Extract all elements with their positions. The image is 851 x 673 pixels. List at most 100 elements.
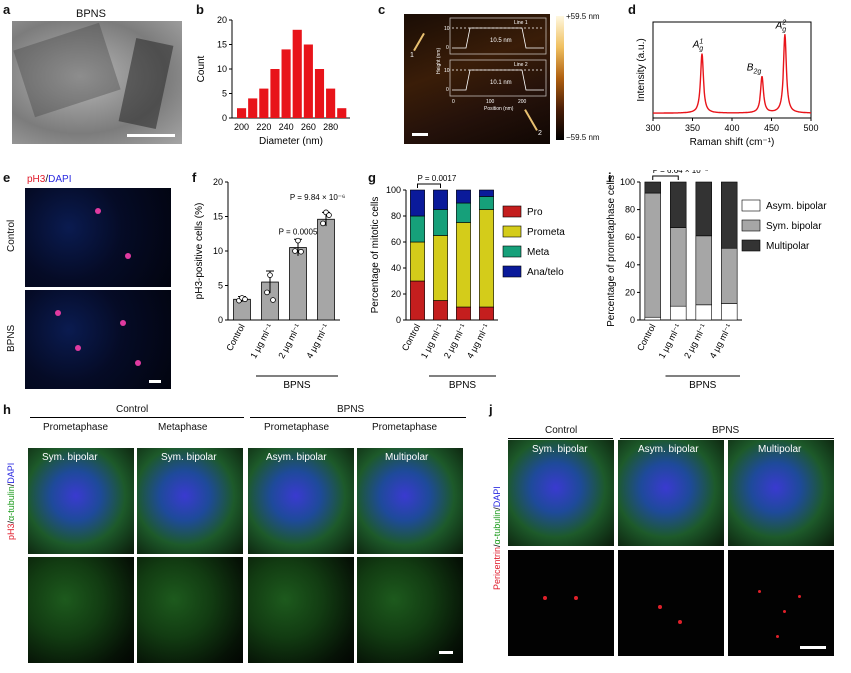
j-image-3: Multipolar [728, 440, 834, 546]
bar [233, 298, 251, 321]
stacked-segment [456, 306, 471, 321]
x-tick-label: 4 μg ml⁻¹ [708, 322, 734, 360]
ph3-positive-chart: 0 5 10 15 20 Control 1 μg ml⁻¹ 2 μg ml⁻¹ 4 μg ml… [194, 177, 345, 391]
raman-spectrum: 300 350 400 450 500 A1 g B2g A2 g Raman shift (cm⁻… [636, 19, 819, 148]
tick-x-100: 100 [486, 99, 495, 105]
bar [248, 98, 258, 118]
panel-label-b: b [196, 2, 204, 17]
h-group-bpns: BPNS [337, 404, 365, 415]
stacked-segment [721, 247, 738, 304]
bar [337, 108, 347, 118]
bar [289, 247, 307, 321]
x-tick-label: 300 [645, 123, 660, 133]
x-tick-label: 220 [256, 122, 271, 132]
x-tick-label: 450 [764, 123, 779, 133]
y-axis-label: Percentage of mitotic cells [370, 197, 381, 314]
scale-bar [412, 133, 428, 136]
x-tick-label: 400 [724, 123, 739, 133]
y-tick-label: 5 [222, 89, 227, 99]
legend-label: Meta [527, 247, 550, 258]
marker-2: 2 [538, 130, 542, 137]
x-tick-label: 240 [279, 122, 294, 132]
stacked-segment [695, 181, 712, 237]
y-axis-label: Percentage of prometaphase cells [606, 175, 617, 327]
panel-e-stain: pH3/DAPI [27, 174, 72, 185]
y-tick-label: 20 [391, 289, 401, 299]
h-image-1: Sym. bipolar [28, 448, 134, 554]
panel-label-d: d [628, 2, 636, 17]
y-tick-label: 80 [391, 211, 401, 221]
data-point [242, 296, 248, 303]
h-image-5 [28, 557, 134, 663]
y-tick-label: 20 [217, 15, 227, 25]
panel-label-h: h [3, 402, 11, 417]
scale-bar [439, 651, 453, 654]
legend-swatch [741, 199, 761, 212]
stacked-segment [479, 209, 494, 308]
legend-label: Multipolar [766, 241, 810, 252]
j-group-control: Control [545, 425, 578, 436]
row-label-bpns: BPNS [6, 324, 17, 352]
stacked-segment [410, 189, 425, 217]
legend-swatch [502, 205, 522, 218]
scale-bar [800, 646, 826, 649]
legend-label: Ana/telo [527, 267, 564, 278]
bpns-pH3-image [25, 290, 171, 389]
y-tick-label: 5 [218, 281, 223, 291]
tick-y2-top: 10 [444, 68, 450, 74]
x-tick-label: 200 [234, 122, 249, 132]
j-group-bpns: BPNS [712, 425, 740, 436]
stacked-segment [456, 202, 471, 223]
j-image-2: Asym. bipolar [618, 440, 724, 546]
h-image-4: Multipolar [357, 448, 463, 554]
x-tick-label: 4 μg ml⁻¹ [304, 322, 330, 360]
spectrum-line [653, 34, 811, 114]
h-side-label: pH3/α-tubulin/DAPI [6, 462, 16, 540]
data-point [267, 272, 273, 278]
j-image-5 [618, 550, 724, 656]
panel-a-title: BPNS [76, 8, 106, 20]
scale-bar [149, 380, 161, 383]
tick-y1-top: 10 [444, 26, 450, 32]
y-axis-label: Count [196, 55, 207, 82]
x-tick-label: 280 [323, 122, 338, 132]
group-label: BPNS [449, 380, 477, 391]
stacked-segment [410, 280, 425, 321]
data-point [295, 237, 301, 244]
significance-bracket [417, 183, 441, 188]
stacked-segment [670, 305, 687, 321]
data-point [326, 212, 332, 218]
legend-swatch [502, 245, 522, 258]
tick-y1-bottom: 0 [446, 45, 449, 51]
profile-ylabel: Height (nm) [436, 48, 442, 74]
data-point [270, 297, 276, 303]
y-tick-label: 100 [386, 185, 401, 195]
data-point [292, 248, 298, 254]
y-tick-label: 0 [218, 315, 223, 325]
data-point [320, 220, 326, 227]
plot-frame [652, 21, 812, 119]
afm-image: 1 2 Line 1 Line 2 10.5 nm 10.1 nm 10 0 1… [404, 14, 550, 144]
stacked-segment [644, 192, 661, 318]
scale-max: +59.5 nm [566, 12, 600, 21]
x-tick-label: 500 [803, 123, 818, 133]
y-tick-label: 80 [625, 205, 635, 215]
panel-label-i: i [608, 170, 612, 185]
y-tick-label: 20 [213, 177, 223, 187]
stacked-segment [479, 189, 494, 197]
y-tick-label: 15 [217, 40, 227, 50]
stacked-segment [433, 209, 448, 236]
legend-label: Prometa [527, 227, 565, 238]
control-pH3-image [25, 188, 171, 287]
panel-label-f: f [192, 170, 197, 185]
stacked-segment [695, 235, 712, 306]
stacked-segment [670, 181, 687, 228]
y-tick-label: 0 [222, 113, 227, 123]
y-tick-label: 40 [625, 260, 635, 270]
afm-height-profiles: Line 1 Line 2 10.5 nm 10.1 nm 10 0 10 0 … [436, 17, 547, 112]
h-col-3: Prometaphase [264, 422, 330, 433]
scale-min: −59.5 nm [566, 133, 600, 142]
j-image-1: Sym. bipolar [508, 440, 614, 546]
bar [292, 29, 302, 118]
